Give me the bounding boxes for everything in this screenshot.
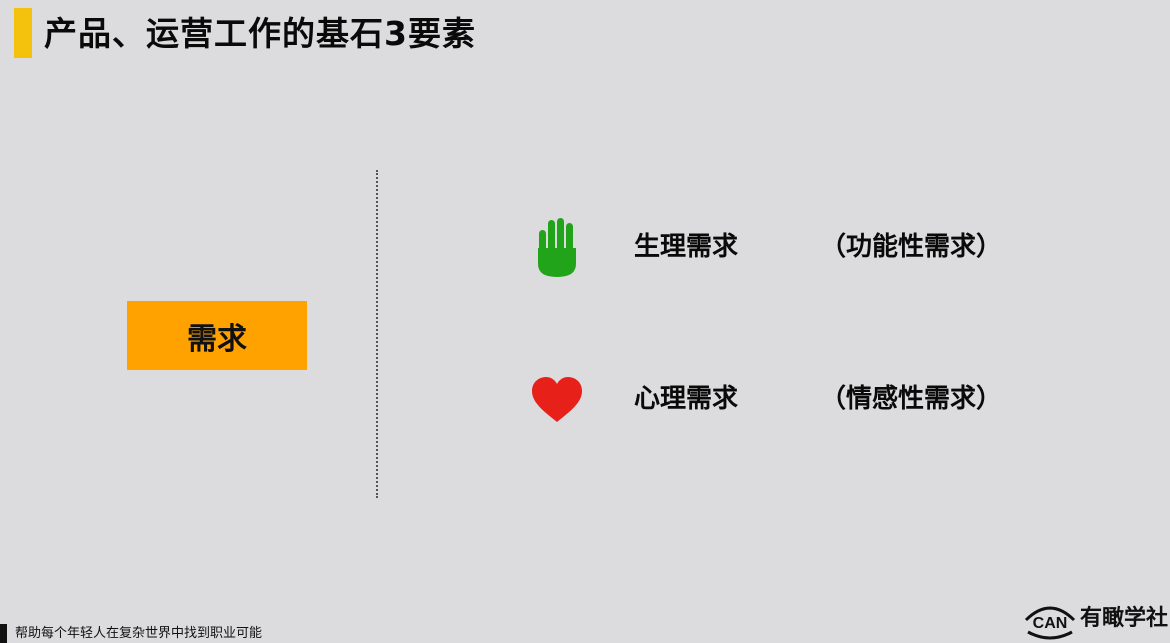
need-item-psychological: 心理需求 （情感性需求） [530,370,1030,430]
need-label: 需求 [187,321,247,357]
need-item-physiological: 生理需求 （功能性需求） [530,218,1030,278]
need-box: 需求 [127,301,307,370]
hand-icon [538,218,576,277]
logo-mark-text: CAN [1033,615,1068,632]
need-item-label: 心理需求 [634,384,739,414]
title-accent-bar [14,8,32,58]
dotted-divider [376,170,378,498]
need-item-note: （功能性需求） [820,232,1003,262]
footer-slogan: 帮助每个年轻人在复杂世界中找到职业可能 [15,626,263,641]
footer-marker [0,624,7,643]
brand-logo: CAN 有瞰学社 [1020,598,1169,640]
heart-icon [532,377,582,422]
need-item-label: 生理需求 [634,232,739,262]
can-logo-icon: CAN [1024,606,1076,640]
slide-title: 产品、运营工作的基石3要素 [44,14,476,53]
logo-name: 有瞰学社 [1080,606,1169,631]
need-item-note: （情感性需求） [820,384,1003,414]
